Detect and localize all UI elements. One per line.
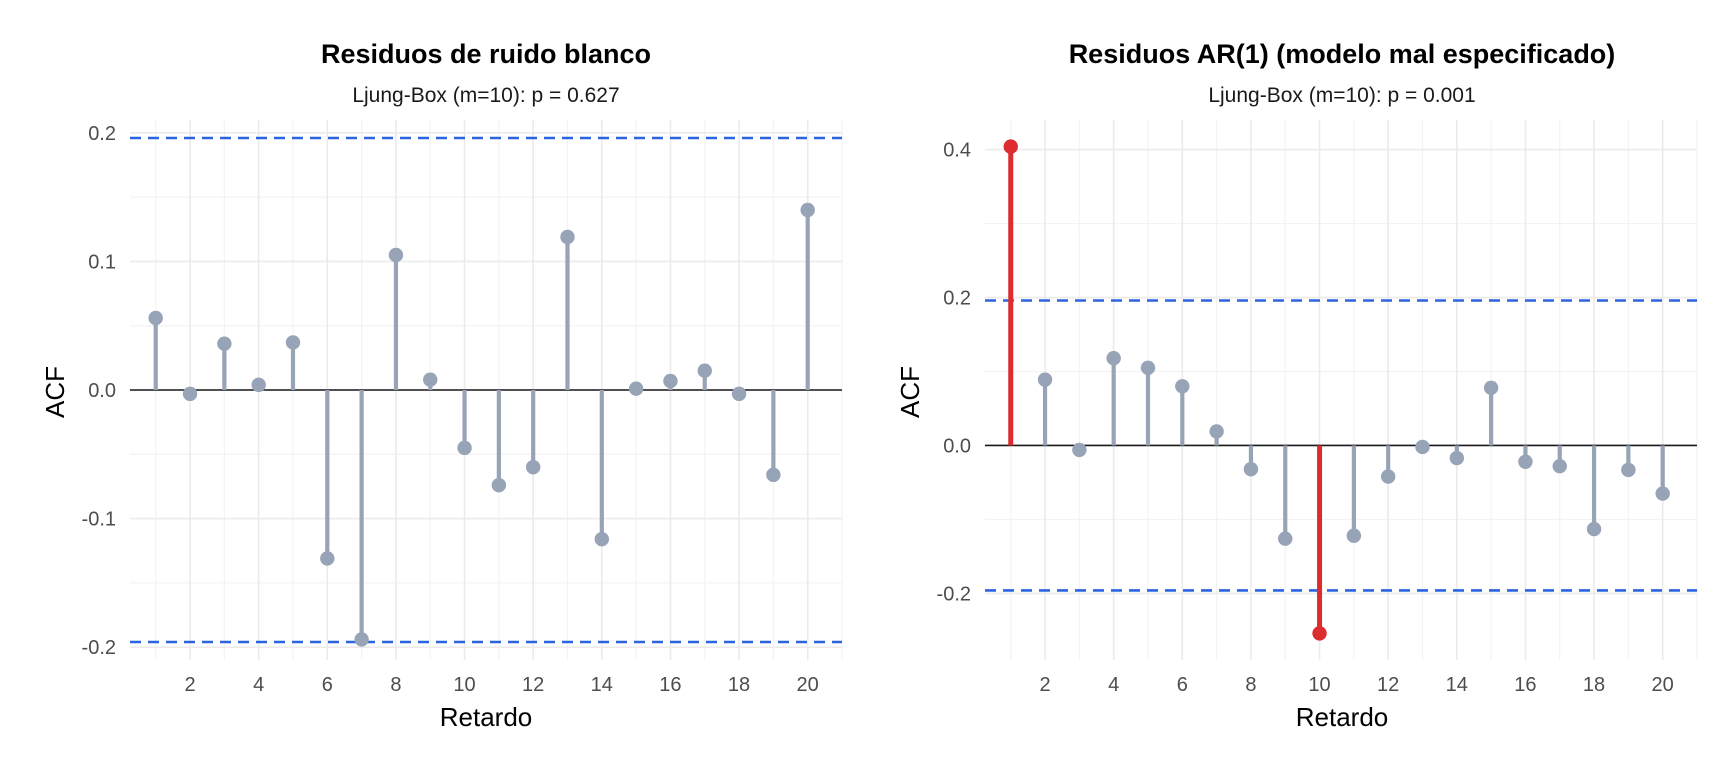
acf-point <box>148 310 163 326</box>
acf-point <box>1449 450 1465 466</box>
panel-title: Residuos de ruido blanco <box>321 39 651 69</box>
x-tick-label: 6 <box>322 674 333 696</box>
acf-point <box>1621 462 1636 478</box>
acf-point <box>1072 442 1087 458</box>
panel-subtitle: Ljung-Box (m=10): p = 0.001 <box>1208 84 1475 107</box>
acf-point <box>1655 486 1670 501</box>
y-tick-label: 0.2 <box>88 123 116 145</box>
acf-point <box>423 372 438 387</box>
acf-point <box>766 467 781 483</box>
acf-point <box>1003 139 1018 154</box>
acf-point <box>663 373 678 389</box>
y-axis-label: ACF <box>40 366 70 418</box>
x-tick-label: 20 <box>1652 674 1674 696</box>
x-tick-label: 16 <box>1514 674 1536 696</box>
x-tick-label: 8 <box>390 674 401 696</box>
x-tick-label: 4 <box>253 674 264 696</box>
acf-point <box>731 386 747 402</box>
acf-point <box>1483 380 1499 395</box>
x-tick-label: 10 <box>1308 674 1330 696</box>
acf-point <box>1278 531 1293 546</box>
x-tick-label: 18 <box>1583 674 1605 696</box>
acf-point <box>457 440 472 456</box>
acf-point <box>800 202 815 218</box>
acf-point <box>1243 461 1259 477</box>
acf-point <box>1209 424 1224 439</box>
acf-point <box>1175 379 1190 394</box>
y-tick-label: 0.1 <box>88 251 116 273</box>
y-tick-label: -0.2 <box>937 583 971 605</box>
acf-point <box>1380 469 1396 484</box>
acf-point <box>1312 626 1327 641</box>
acf-point <box>217 336 232 351</box>
acf-point <box>560 229 575 245</box>
x-tick-label: 16 <box>659 674 681 696</box>
panel-title: Residuos AR(1) (modelo mal especificado) <box>1069 39 1616 69</box>
acf-panel-white-noise: Residuos de ruido blanco Ljung-Box (m=10… <box>40 39 843 732</box>
acf-point <box>1346 528 1362 543</box>
acf-point <box>1518 454 1533 469</box>
y-axis-label: ACF <box>895 366 925 418</box>
x-tick-label: 14 <box>591 674 613 696</box>
y-tick-label: 0.4 <box>943 140 971 162</box>
x-axis-label: Retardo <box>1296 702 1389 732</box>
acf-point <box>1552 458 1567 474</box>
x-tick-label: 8 <box>1245 674 1256 696</box>
acf-point <box>182 386 198 402</box>
plot-area: 2 4 6 8 10 12 14 16 18 20 -0.2 0.0 0.2 0.4 <box>937 120 1698 696</box>
y-tick-label: 0.0 <box>88 380 116 402</box>
acf-point <box>285 335 301 350</box>
panel-subtitle: Ljung-Box (m=10): p = 0.627 <box>352 84 619 107</box>
x-tick-label: 4 <box>1108 674 1119 696</box>
acf-point <box>628 381 644 396</box>
acf-point <box>491 477 507 493</box>
acf-point <box>320 551 335 566</box>
acf-point <box>1037 372 1053 387</box>
acf-panel-ar1: Residuos AR(1) (modelo mal especificado)… <box>895 39 1698 732</box>
x-tick-label: 10 <box>453 674 475 696</box>
acf-point <box>1106 350 1121 366</box>
y-tick-label: -0.2 <box>82 637 116 659</box>
y-tick-label: -0.1 <box>82 509 116 531</box>
acf-point <box>388 247 404 263</box>
x-tick-label: 12 <box>522 674 544 696</box>
x-tick-label: 12 <box>1377 674 1399 696</box>
x-tick-label: 2 <box>184 674 195 696</box>
acf-point <box>1415 439 1430 455</box>
x-tick-label: 14 <box>1446 674 1468 696</box>
x-tick-label: 6 <box>1177 674 1188 696</box>
x-tick-label: 2 <box>1039 674 1050 696</box>
acf-point <box>594 531 610 547</box>
x-tick-label: 18 <box>728 674 750 696</box>
acf-point <box>354 632 369 647</box>
acf-point <box>1140 360 1156 376</box>
plot-area: 2 4 6 8 10 12 14 16 18 20 -0.2 -0.1 0.0 0.1 0.2 <box>82 120 843 696</box>
acf-point <box>251 377 266 393</box>
y-tick-label: 0.0 <box>943 435 971 457</box>
x-axis-label: Retardo <box>440 702 533 732</box>
acf-point <box>525 459 541 475</box>
x-tick-label: 20 <box>797 674 819 696</box>
acf-point <box>1586 521 1602 537</box>
acf-point <box>697 363 712 378</box>
y-tick-label: 0.2 <box>943 288 971 310</box>
